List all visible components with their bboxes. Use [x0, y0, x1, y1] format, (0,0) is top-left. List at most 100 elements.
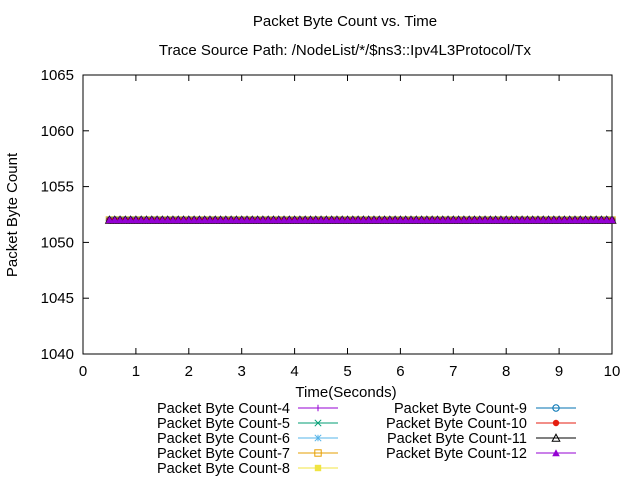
data-point	[137, 216, 145, 224]
legend-marker-icon	[314, 404, 322, 412]
data-point	[179, 216, 188, 224]
data-point	[338, 216, 347, 224]
y-tick-label: 1050	[41, 234, 74, 251]
data-point	[460, 216, 468, 224]
data-point	[412, 216, 421, 224]
data-point	[227, 216, 235, 224]
data-point	[608, 216, 616, 224]
data-point	[301, 216, 309, 224]
legend-marker-icon	[552, 449, 560, 457]
data-point	[243, 216, 251, 224]
plot-border	[82, 74, 613, 355]
legend-label: Packet Byte Count-4	[157, 401, 290, 417]
data-point	[502, 216, 510, 224]
data-point	[121, 216, 130, 224]
legend-item: Packet Byte Count-10	[386, 416, 576, 432]
data-point	[116, 216, 124, 224]
axis-ticks: 0 1 2 3 4 5 6 7 8 9 10 1040 1045 1050 1055 1060 1065	[41, 67, 621, 380]
data-point	[185, 216, 193, 224]
data-point	[497, 216, 505, 224]
data-point	[322, 216, 331, 224]
legend-label: Packet Byte Count-10	[386, 416, 527, 432]
data-point	[132, 216, 140, 224]
data-point	[222, 216, 230, 224]
data-point	[550, 216, 558, 224]
data-point	[158, 216, 167, 224]
data-point	[333, 216, 341, 224]
legend-marker-icon	[552, 404, 560, 412]
data-point	[523, 216, 532, 224]
data-point	[174, 216, 183, 224]
legend-marker-icon	[552, 419, 560, 427]
data-point	[237, 216, 246, 224]
data-point	[327, 216, 336, 224]
data-point	[555, 216, 563, 224]
x-tick-label: 10	[604, 363, 621, 380]
data-point	[126, 216, 135, 224]
legend-label: Packet Byte Count-8	[157, 461, 290, 477]
data-point	[539, 216, 548, 224]
data-point	[147, 216, 156, 224]
legend-item: Packet Byte Count-9	[394, 401, 576, 417]
data-point	[433, 216, 442, 224]
data-point	[481, 216, 489, 224]
data-point	[386, 216, 394, 224]
data-point	[296, 216, 304, 224]
data-point	[396, 216, 405, 224]
legend-item: Packet Byte Count-5	[157, 416, 338, 432]
data-point	[105, 216, 114, 224]
data-point	[248, 216, 257, 224]
data-point	[163, 216, 172, 224]
data-point	[311, 216, 320, 224]
data-point	[534, 216, 542, 224]
data-point	[216, 216, 225, 224]
data-point	[375, 216, 384, 224]
legend-marker-icon	[314, 419, 322, 427]
legend-label: Packet Byte Count-5	[157, 416, 290, 432]
data-point	[290, 216, 299, 224]
data-point	[417, 216, 426, 224]
data-point	[475, 216, 484, 224]
data-point	[343, 216, 352, 224]
data-point	[528, 216, 537, 224]
legend-label: Packet Byte Count-9	[394, 401, 527, 417]
legend-item: Packet Byte Count-6	[157, 431, 338, 447]
data-point	[544, 216, 553, 224]
x-axis-label: Time(Seconds)	[295, 384, 396, 401]
data-point	[206, 216, 214, 224]
data-point	[253, 216, 262, 224]
data-point	[507, 216, 516, 224]
data-point	[592, 216, 600, 224]
data-point	[560, 216, 569, 224]
data-point	[491, 216, 500, 224]
data-point	[470, 216, 479, 224]
legend-marker-icon	[551, 433, 561, 442]
data-point	[454, 216, 463, 224]
data-point	[264, 216, 272, 224]
data-point	[423, 216, 431, 224]
data-point	[211, 216, 220, 224]
y-tick-label: 1040	[41, 346, 74, 363]
plot-area	[82, 74, 613, 355]
data-point	[518, 216, 526, 224]
data-point	[348, 216, 357, 224]
data-point	[444, 216, 452, 224]
data-point	[169, 216, 177, 224]
y-axis-label: Packet Byte Count	[4, 152, 21, 277]
data-point	[407, 216, 415, 224]
x-tick-label: 0	[79, 363, 87, 380]
x-tick-label: 4	[290, 363, 298, 380]
data-point	[512, 216, 521, 224]
data-point	[486, 216, 495, 224]
data-point	[142, 216, 151, 224]
series-group	[104, 215, 617, 224]
y-tick-label: 1055	[41, 179, 74, 196]
x-tick-label: 6	[396, 363, 404, 380]
legend-label: Packet Byte Count-12	[386, 446, 527, 462]
x-tick-label: 7	[449, 363, 457, 380]
x-tick-label: 1	[132, 363, 140, 380]
legend-item: Packet Byte Count-7	[157, 446, 338, 462]
data-point	[195, 216, 204, 224]
legend-marker-icon	[314, 449, 322, 457]
